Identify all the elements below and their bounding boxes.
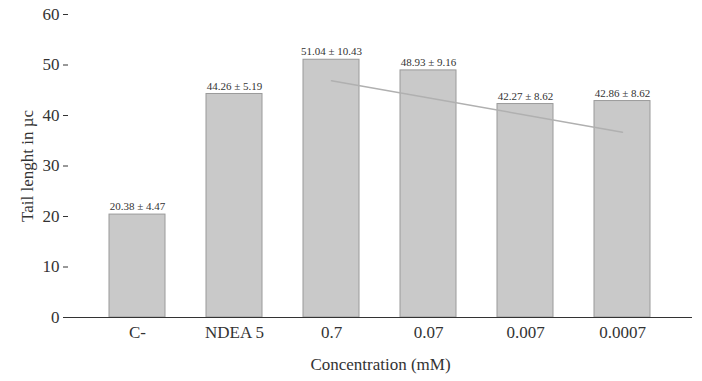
svg-text:0.0007: 0.0007 [599, 323, 646, 342]
svg-text:51.04 ± 10.43: 51.04 ± 10.43 [301, 45, 363, 57]
svg-text:10: 10 [43, 257, 60, 276]
svg-text:44.26 ± 5.19: 44.26 ± 5.19 [207, 80, 263, 92]
svg-text:48.93 ± 9.16: 48.93 ± 9.16 [401, 56, 457, 68]
svg-text:0: 0 [51, 308, 60, 327]
svg-text:0.007: 0.007 [506, 323, 545, 342]
svg-text:30: 30 [43, 156, 60, 175]
svg-text:20.38 ± 4.47: 20.38 ± 4.47 [110, 200, 166, 212]
svg-text:40: 40 [43, 106, 60, 125]
svg-text:42.86 ± 8.62: 42.86 ± 8.62 [595, 87, 651, 99]
svg-text:NDEA 5: NDEA 5 [205, 323, 264, 342]
svg-text:C-: C- [129, 323, 146, 342]
svg-text:50: 50 [43, 55, 60, 74]
svg-text:20: 20 [43, 207, 60, 226]
svg-text:0.7: 0.7 [321, 323, 343, 342]
svg-text:0.07: 0.07 [414, 323, 444, 342]
svg-text:Tail lenght in µc: Tail lenght in µc [18, 110, 37, 222]
svg-text:42.27 ± 8.62: 42.27 ± 8.62 [498, 90, 554, 102]
svg-text:60: 60 [43, 5, 60, 24]
svg-text:Concentration (mM): Concentration (mM) [310, 355, 450, 374]
